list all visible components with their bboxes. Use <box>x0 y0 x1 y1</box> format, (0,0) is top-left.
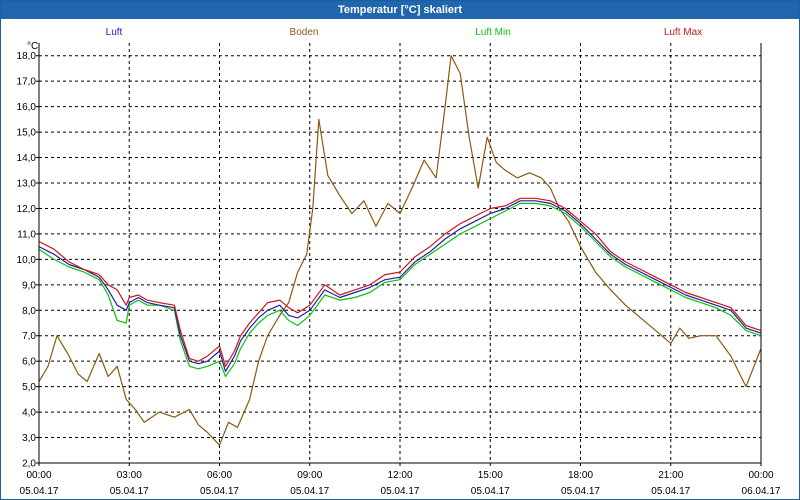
y-axis-label: °C <box>27 41 38 52</box>
x-tick-time: 06:00 <box>207 470 232 481</box>
y-tick-label: 14,0 <box>17 153 37 164</box>
x-tick-date: 05.04.17 <box>290 486 329 497</box>
window-title: Temperatur [°C] skaliert <box>1 1 799 19</box>
x-tick-date: 05.04.17 <box>561 486 600 497</box>
y-tick-label: 2,0 <box>22 459 36 470</box>
legend-entry-luft-min: Luft Min <box>475 27 511 38</box>
y-tick-label: 9,0 <box>22 280 36 291</box>
y-tick-label: 15,0 <box>17 128 37 139</box>
x-tick-date: 05.04.17 <box>651 486 690 497</box>
x-tick-date: 05.04.17 <box>200 486 239 497</box>
x-tick-time: 09:00 <box>297 470 322 481</box>
x-tick-date: 05.04.17 <box>20 486 59 497</box>
x-tick-time: 00:00 <box>26 470 51 481</box>
series-group <box>38 55 762 446</box>
y-tick-label: 5,0 <box>22 382 36 393</box>
x-tick-time: 18:00 <box>568 470 593 481</box>
y-tick-label: 7,0 <box>22 331 36 342</box>
y-tick-label: 11,0 <box>17 229 36 240</box>
y-tick-label: 10,0 <box>17 255 37 266</box>
y-tick-label: 17,0 <box>17 77 37 88</box>
y-tick-label: 6,0 <box>22 357 36 368</box>
x-tick-date: 05.04.17 <box>381 486 420 497</box>
y-tick-label: 16,0 <box>17 102 37 113</box>
y-ticks: 2,0 3,0 4,0 5,0 6,0 7,0 8,0 9,0 10,0 11,0 12,0 13,0… <box>17 51 39 470</box>
grid <box>39 43 761 464</box>
x-tick-time: 03:00 <box>117 470 142 481</box>
series-line-luft-max <box>38 197 762 367</box>
y-tick-label: 12,0 <box>17 204 37 215</box>
legend-entry-luft: Luft <box>106 27 123 38</box>
x-tick-date: 05.04.17 <box>471 486 510 497</box>
series-line-luft <box>38 200 762 372</box>
series-line-luft-min <box>38 202 762 378</box>
y-tick-label: 13,0 <box>17 179 37 190</box>
x-tick-time: 15:00 <box>478 470 503 481</box>
x-ticks: 00:00 05.04.17 03:00 05.04.17 06:00 05.04.17 0… <box>20 463 781 497</box>
x-tick-time: 12:00 <box>387 470 412 481</box>
x-tick-date: 06.04.17 <box>742 486 781 497</box>
y-tick-label: 3,0 <box>22 433 36 444</box>
x-tick-time: 00:00 <box>748 470 773 481</box>
temperature-chart: 2,0 3,0 4,0 5,0 6,0 7,0 8,0 9,0 10,0 11,0 12,0 13,0… <box>1 19 799 499</box>
legend-entry-boden: Boden <box>290 27 319 38</box>
y-tick-label: 4,0 <box>22 408 36 419</box>
x-tick-time: 21:00 <box>658 470 683 481</box>
x-tick-date: 05.04.17 <box>110 486 149 497</box>
y-tick-label: 18,0 <box>17 51 37 62</box>
series-line-boden <box>38 55 762 446</box>
legend: Luft Boden Luft Min Luft Max <box>106 27 703 38</box>
y-tick-label: 8,0 <box>22 306 36 317</box>
legend-entry-luft-max: Luft Max <box>664 27 702 38</box>
